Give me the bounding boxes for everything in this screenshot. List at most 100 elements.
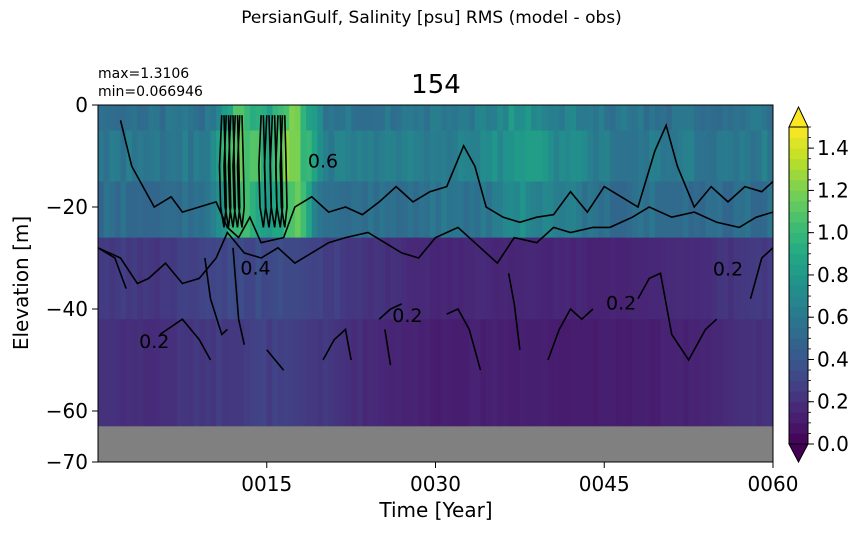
- heatmap-cell: [683, 319, 690, 427]
- colorbar-segment: [789, 327, 808, 339]
- heatmap-cell: [323, 319, 330, 427]
- heatmap-cell: [609, 130, 617, 182]
- heatmap-cell: [188, 237, 195, 320]
- heatmap-cell: [103, 237, 110, 320]
- heatmap-cell: [632, 130, 639, 182]
- heatmap-cell: [103, 130, 110, 182]
- heatmap-cell: [474, 319, 482, 427]
- heatmap-cell: [244, 105, 251, 131]
- heatmap-cell: [356, 181, 363, 238]
- heatmap-cell: [261, 237, 268, 320]
- heatmap-cell: [728, 105, 735, 131]
- heatmap-cell: [424, 319, 431, 427]
- heatmap-cell: [339, 237, 347, 320]
- colorbar-tick-label: 0.4: [817, 347, 849, 371]
- heatmap-cell: [525, 105, 532, 131]
- heatmap-cell: [699, 181, 707, 238]
- heatmap-cell: [733, 105, 740, 131]
- heatmap-cell: [418, 181, 425, 238]
- colorbar-segment: [789, 200, 808, 212]
- heatmap-cell: [660, 130, 667, 182]
- heatmap-cell: [407, 319, 414, 427]
- heatmap-cell: [289, 130, 296, 182]
- heatmap-cell: [272, 319, 279, 427]
- heatmap-cell: [182, 130, 189, 182]
- heatmap-cell: [463, 181, 470, 238]
- heatmap-cell: [576, 130, 583, 182]
- colorbar-segment: [789, 211, 808, 223]
- heatmap-cell: [154, 130, 161, 182]
- heatmap-cell: [531, 237, 538, 320]
- heatmap-cell: [654, 130, 662, 182]
- heatmap-cell: [418, 319, 425, 427]
- heatmap-cell: [300, 130, 307, 182]
- heatmap-cell: [227, 237, 234, 320]
- heatmap-cell: [446, 237, 453, 320]
- heatmap-cell: [182, 237, 189, 320]
- heatmap-cell: [643, 319, 650, 427]
- heatmap-cell: [615, 181, 622, 238]
- heatmap-cell: [221, 237, 228, 320]
- heatmap-cell: [429, 319, 437, 427]
- colorbar-segment: [789, 253, 808, 265]
- heatmap-cell: [114, 319, 122, 427]
- heatmap-cell: [171, 319, 178, 427]
- heatmap-cell: [666, 130, 673, 182]
- heatmap-cell: [283, 130, 290, 182]
- x-tick-label: 0045: [579, 472, 630, 496]
- contour-label: 0.4: [240, 258, 270, 280]
- heatmap-cell: [114, 237, 122, 320]
- heatmap-cell: [519, 105, 527, 131]
- heatmap-cell: [654, 105, 662, 131]
- heatmap-cell: [216, 319, 223, 427]
- heatmap-cell: [159, 130, 167, 182]
- heatmap-cell: [593, 237, 600, 320]
- heatmap-cell: [548, 105, 555, 131]
- heatmap-cell: [694, 130, 701, 182]
- heatmap-cell: [486, 130, 493, 182]
- heatmap-cell: [294, 237, 302, 320]
- heatmap-cell: [632, 319, 639, 427]
- heatmap-cell: [435, 319, 442, 427]
- heatmap-cell: [609, 319, 617, 427]
- heatmap-cell: [756, 181, 763, 238]
- heatmap-cell: [249, 130, 257, 182]
- heatmap-cell: [148, 319, 155, 427]
- heatmap-cell: [244, 319, 251, 427]
- contour-line: [322, 327, 352, 361]
- heatmap-cell: [317, 105, 324, 131]
- heatmap-cell: [199, 181, 206, 238]
- heatmap-cell: [126, 237, 133, 320]
- heatmap-cell: [362, 181, 369, 238]
- heatmap-cell: [649, 181, 656, 238]
- heatmap-cell: [716, 105, 723, 131]
- heatmap-cell: [171, 181, 178, 238]
- heatmap-cell: [188, 105, 195, 131]
- min-stat: min=0.066946: [98, 84, 203, 100]
- heatmap-cell: [756, 105, 763, 131]
- heatmap-cell: [474, 181, 482, 238]
- heatmap-cell: [334, 130, 341, 182]
- heatmap-cell: [199, 319, 206, 427]
- heatmap-cell: [424, 181, 431, 238]
- heatmap-cell: [750, 130, 757, 182]
- heatmap-cell: [429, 105, 437, 131]
- colorbar-segment: [789, 401, 808, 413]
- heatmap-cell: [699, 105, 707, 131]
- heatmap-cell: [525, 237, 532, 320]
- heatmap-cell: [396, 319, 403, 427]
- heatmap-cell: [559, 237, 566, 320]
- heatmap-cell: [294, 105, 302, 131]
- heatmap-cell: [716, 319, 723, 427]
- heatmap-cell: [137, 105, 144, 131]
- heatmap-cell: [744, 237, 752, 320]
- heatmap-cell: [654, 181, 662, 238]
- heatmap-cell: [266, 181, 273, 238]
- x-tick-label: 0060: [748, 472, 799, 496]
- heatmap-cell: [131, 130, 138, 182]
- heatmap-cell: [705, 181, 712, 238]
- heatmap-cell: [114, 181, 122, 238]
- heatmap-cell: [452, 181, 459, 238]
- heatmap-cell: [159, 237, 167, 320]
